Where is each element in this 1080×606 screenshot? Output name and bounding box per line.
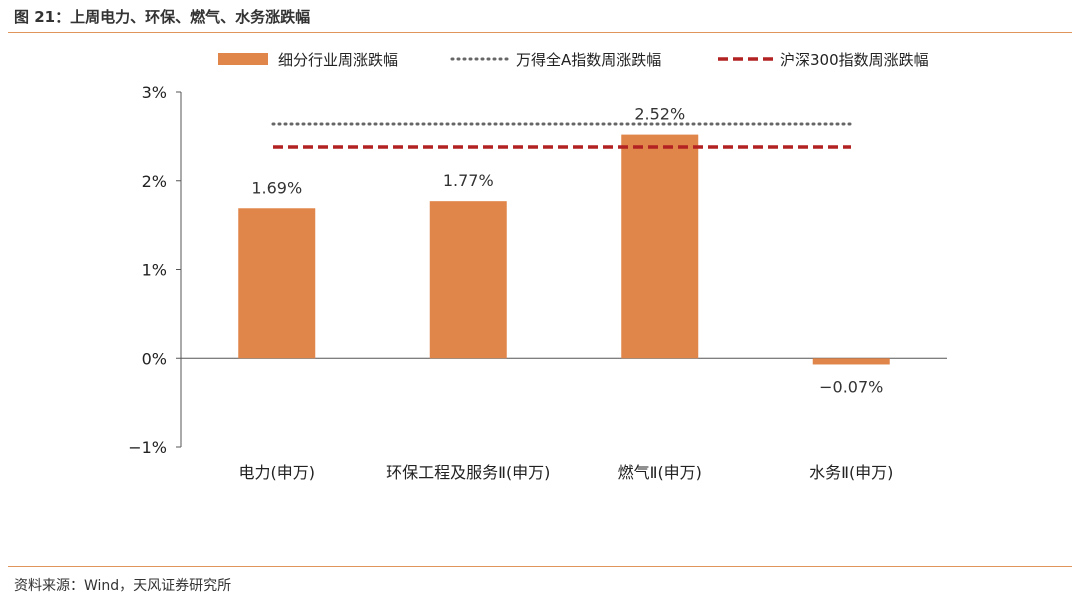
bars [238,134,890,365]
data-label: −0.07% [819,377,883,396]
y-tick-label: −1% [128,438,167,457]
legend-label-csi300: 沪深300指数周涨跌幅 [780,51,929,69]
data-label: 2.52% [634,105,685,124]
top-rule [8,32,1072,33]
legend: 细分行业周涨跌幅 万得全A指数周涨跌幅 沪深300指数周涨跌幅 [218,51,929,69]
source-note: 资料来源：Wind，天风证券研究所 [14,578,232,594]
legend-bar-swatch [218,53,268,65]
category-label: 环保工程及服务Ⅱ(申万) [386,463,550,482]
labels: 电力(申万) 1.69% 环保工程及服务Ⅱ(申万) 1.77% 燃气Ⅱ(申万) 2.52%… [239,105,894,482]
bottom-rule [8,566,1072,567]
data-label: 1.69% [251,178,302,197]
figure-title: 图 21：上周电力、环保、燃气、水务涨跌幅 [14,8,311,26]
bar [812,358,890,365]
category-label: 水务Ⅱ(申万) [809,463,893,482]
bar-chart: 细分行业周涨跌幅 万得全A指数周涨跌幅 沪深300指数周涨跌幅 3% 2% 1% 0% −1… [128,51,947,482]
reference-lines [271,122,853,149]
category-label: 电力(申万) [239,463,316,482]
y-tick-label: 3% [142,83,167,102]
y-tick-label: 2% [142,172,167,191]
bar [429,201,507,359]
y-tick-label: 1% [142,261,167,280]
bar [238,208,316,359]
data-label: 1.77% [443,171,494,190]
legend-label-wind-a: 万得全A指数周涨跌幅 [516,51,661,69]
category-label: 燃气Ⅱ(申万) [618,463,702,482]
bar [621,134,699,359]
legend-label-sector: 细分行业周涨跌幅 [278,51,398,69]
y-tick-label: 0% [142,349,167,368]
